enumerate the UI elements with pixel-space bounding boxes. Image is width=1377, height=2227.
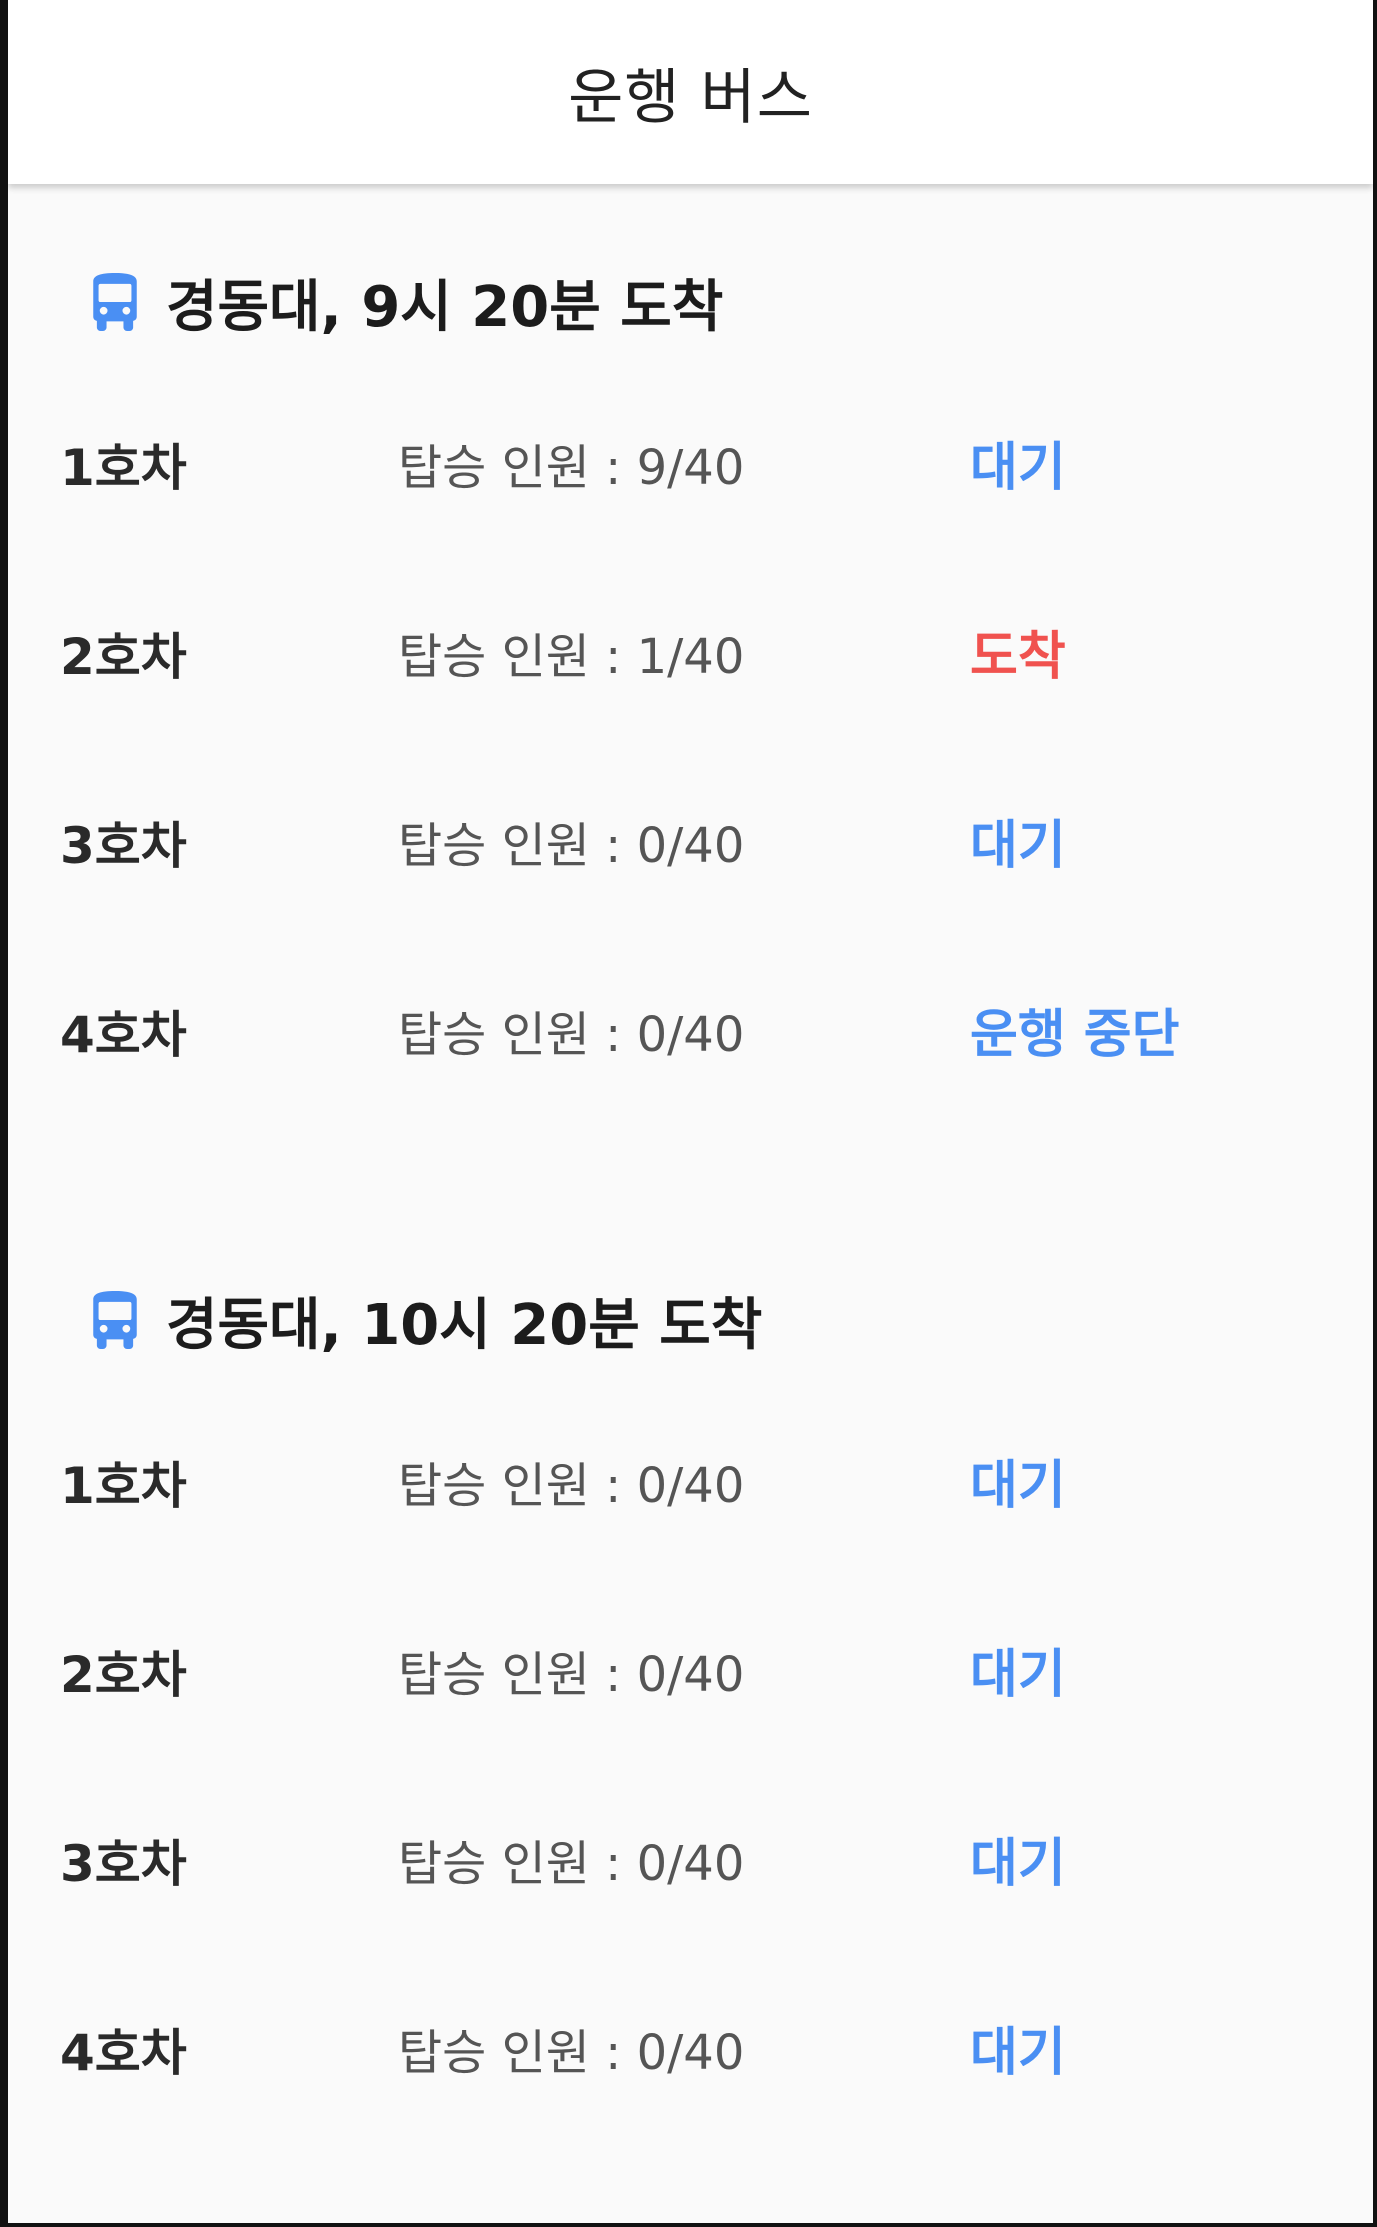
car-label: 3호차 xyxy=(60,1835,187,1893)
status-label: 도착 xyxy=(970,627,1066,687)
list-item[interactable]: 2호차 탑승 인원 : 1/40 도착 xyxy=(8,617,1373,697)
riders-count: 탑승 인원 : 0/40 xyxy=(398,1647,745,1703)
list-item[interactable]: 2호차 탑승 인원 : 0/40 대기 xyxy=(8,1635,1373,1715)
car-label: 2호차 xyxy=(60,628,187,686)
bus-icon xyxy=(93,273,137,331)
list-item[interactable]: 3호차 탑승 인원 : 0/40 대기 xyxy=(8,1824,1373,1904)
status-label: 대기 xyxy=(970,1645,1066,1705)
car-label: 4호차 xyxy=(60,1006,187,1064)
riders-count: 탑승 인원 : 0/40 xyxy=(398,818,745,874)
bus-icon xyxy=(93,1291,137,1349)
list-item[interactable]: 1호차 탑승 인원 : 9/40 대기 xyxy=(8,428,1373,508)
group-header-1020: 경동대, 10시 20분 도착 xyxy=(86,1280,762,1360)
status-label: 대기 xyxy=(970,1456,1066,1516)
status-label: 대기 xyxy=(970,816,1066,876)
riders-count: 탑승 인원 : 0/40 xyxy=(398,2025,745,2081)
status-label: 운행 중단 xyxy=(970,1005,1180,1065)
list-item[interactable]: 4호차 탑승 인원 : 0/40 운행 중단 xyxy=(8,995,1373,1075)
list-item[interactable]: 1호차 탑승 인원 : 0/40 대기 xyxy=(8,1446,1373,1526)
status-label: 대기 xyxy=(970,1834,1066,1894)
car-label: 3호차 xyxy=(60,817,187,875)
app-bar: 운행 버스 xyxy=(8,0,1373,184)
car-label: 1호차 xyxy=(60,439,187,497)
riders-count: 탑승 인원 : 0/40 xyxy=(398,1458,745,1514)
list-item[interactable]: 3호차 탑승 인원 : 0/40 대기 xyxy=(8,806,1373,886)
group-title: 경동대, 9시 20분 도착 xyxy=(166,274,724,340)
riders-count: 탑승 인원 : 0/40 xyxy=(398,1007,745,1063)
riders-count: 탑승 인원 : 0/40 xyxy=(398,1836,745,1892)
group-title: 경동대, 10시 20분 도착 xyxy=(166,1292,763,1358)
riders-count: 탑승 인원 : 9/40 xyxy=(398,440,745,496)
group-header-0920: 경동대, 9시 20분 도착 xyxy=(86,262,723,342)
status-label: 대기 xyxy=(970,438,1066,498)
car-label: 4호차 xyxy=(60,2024,187,2082)
car-label: 2호차 xyxy=(60,1646,187,1704)
page-title: 운행 버스 xyxy=(568,62,813,133)
car-label: 1호차 xyxy=(60,1457,187,1515)
riders-count: 탑승 인원 : 1/40 xyxy=(398,629,745,685)
status-label: 대기 xyxy=(970,2023,1066,2083)
list-item[interactable]: 4호차 탑승 인원 : 0/40 대기 xyxy=(8,2013,1373,2093)
